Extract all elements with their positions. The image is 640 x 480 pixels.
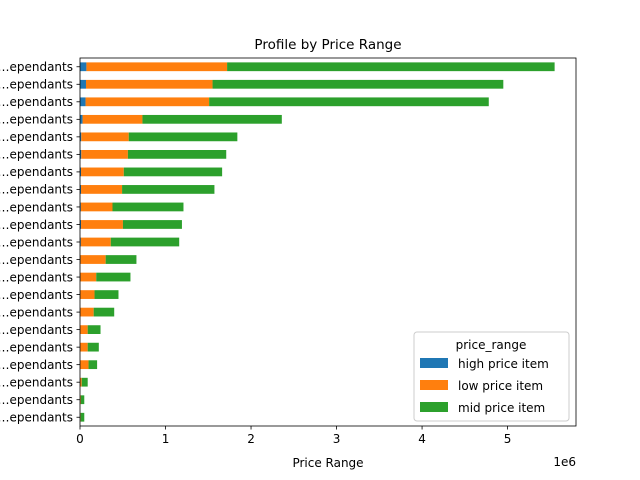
legend-label-1: high price item <box>458 357 549 371</box>
bar-3-row-7 <box>123 167 223 177</box>
bar-2-row-13 <box>80 272 97 282</box>
bar-3-row-18 <box>88 360 98 370</box>
bar-1-row-5 <box>80 132 82 142</box>
bar-3-row-9 <box>112 202 184 212</box>
y-tick-label: …ependants <box>0 358 73 372</box>
bar-2-row-12 <box>80 255 106 264</box>
bar-3-row-14 <box>94 290 119 299</box>
bar-3-row-3 <box>209 97 489 107</box>
bar-3-row-2 <box>212 79 504 89</box>
bar-2-row-8 <box>81 185 123 194</box>
bar-2-row-11 <box>80 237 111 247</box>
legend-swatch-3 <box>420 402 448 412</box>
bar-2-row-20 <box>80 395 81 405</box>
y-tick-label: …ependants <box>0 165 73 179</box>
bar-2-row-2 <box>85 79 213 89</box>
legend-frame <box>413 331 570 422</box>
x-tick-label: 2 <box>247 432 255 446</box>
bar-3-row-13 <box>96 272 131 282</box>
chart-title: Profile by Price Range <box>254 37 401 53</box>
bar-2-row-6 <box>81 150 128 159</box>
bars-group <box>80 62 555 422</box>
bar-3-row-16 <box>87 325 101 334</box>
bar-2-row-18 <box>80 360 89 370</box>
bar-1-row-7 <box>80 167 82 177</box>
bar-3-row-10 <box>122 220 182 229</box>
x-tick-label: 1 <box>162 432 170 446</box>
y-tick-label: …ependants <box>0 270 73 284</box>
x-tick-label: 0 <box>76 432 84 446</box>
y-tick-label: …ependants <box>0 323 73 337</box>
y-tick-label: …ependants <box>0 78 73 92</box>
bar-2-row-19 <box>80 377 82 387</box>
x-tick-label: 3 <box>333 432 341 446</box>
legend-swatch-1 <box>420 358 448 368</box>
bar-1-row-1 <box>80 62 87 72</box>
bar-3-row-6 <box>127 150 227 159</box>
bar-2-row-7 <box>81 167 124 177</box>
x-axis-offset-label: 1e6 <box>553 455 576 469</box>
y-tick-label: …ependants <box>0 95 73 109</box>
legend-label-2: low price item <box>458 379 543 393</box>
y-tick-label: …ependants <box>0 393 73 407</box>
y-tick-label: …ependants <box>0 411 73 425</box>
bar-2-row-5 <box>81 132 129 142</box>
bar-3-row-17 <box>87 342 99 352</box>
bar-3-row-11 <box>110 237 180 247</box>
x-axis-ticks: 0 1 2 3 4 5 <box>76 426 511 446</box>
y-tick-label: …ependants <box>0 218 73 232</box>
y-tick-label: …ependants <box>0 253 73 267</box>
bar-3-row-20 <box>80 395 85 405</box>
axes-frame <box>79 57 577 427</box>
bar-1-row-11 <box>80 237 81 247</box>
bar-1-row-6 <box>80 150 82 159</box>
bar-1-row-4 <box>80 114 83 124</box>
bar-2-row-3 <box>85 97 210 107</box>
bar-1-row-8 <box>80 185 82 194</box>
y-tick-label: …ependants <box>0 305 73 319</box>
y-tick-label: …ependants <box>0 113 73 127</box>
y-tick-label: …ependants <box>0 183 73 197</box>
x-axis-label: Price Range <box>292 456 363 470</box>
y-tick-label: …ependants <box>0 235 73 249</box>
bar-3-row-5 <box>128 132 238 142</box>
bar-2-row-14 <box>80 290 95 299</box>
bar-3-row-21 <box>80 412 85 422</box>
bar-3-row-4 <box>142 114 282 124</box>
bar-1-row-3 <box>80 97 86 107</box>
bar-2-row-10 <box>81 220 123 229</box>
legend-label-3: mid price item <box>458 401 545 415</box>
y-tick-label: …ependants <box>0 148 73 162</box>
bar-1-row-2 <box>80 79 86 89</box>
x-tick-label: 4 <box>418 432 426 446</box>
bar-1-row-9 <box>80 202 81 212</box>
y-tick-label: …ependants <box>0 200 73 214</box>
y-axis-ticks: …ependants …ependants …ependants …ependants… <box>0 60 80 425</box>
legend-title: price_range <box>456 338 527 352</box>
bar-2-row-1 <box>86 62 228 72</box>
bar-3-row-1 <box>227 62 555 72</box>
bar-3-row-8 <box>122 185 215 194</box>
legend-swatch-2 <box>420 380 448 390</box>
bar-2-row-9 <box>80 202 113 212</box>
y-tick-label: …ependants <box>0 130 73 144</box>
bar-3-row-15 <box>93 307 115 317</box>
bar-2-row-17 <box>80 342 88 352</box>
bar-1-row-10 <box>80 220 82 229</box>
y-tick-label: …ependants <box>0 60 73 74</box>
legend: price_range high price item low price ite… <box>413 331 570 422</box>
bar-3-row-19 <box>81 377 88 387</box>
bar-2-row-4 <box>82 114 143 124</box>
bar-2-row-16 <box>80 325 88 334</box>
x-tick-label: 5 <box>504 432 512 446</box>
bar-3-row-12 <box>105 255 137 264</box>
y-tick-label: …ependants <box>0 288 73 302</box>
y-tick-label: …ependants <box>0 340 73 354</box>
bar-2-row-15 <box>80 307 94 317</box>
y-tick-label: …ependants <box>0 375 73 389</box>
